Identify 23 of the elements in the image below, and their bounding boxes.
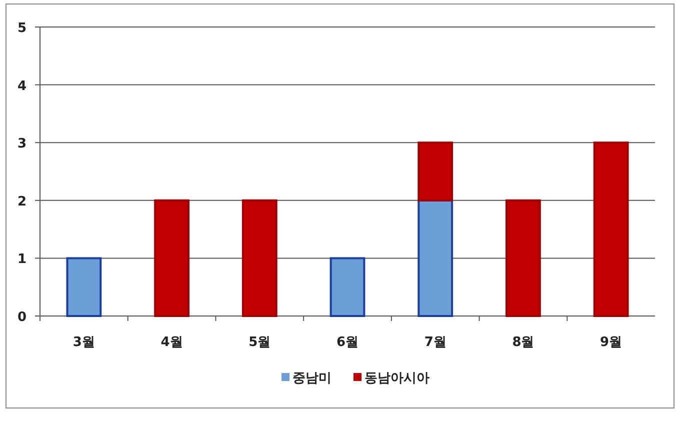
y-tick-label: 1 — [17, 252, 27, 268]
y-tick-label: 5 — [17, 21, 27, 36]
x-tick-label: 9월 — [600, 335, 622, 350]
bar — [154, 199, 190, 317]
x-tick-label: 7월 — [424, 335, 446, 350]
bar — [506, 199, 541, 317]
bar — [418, 199, 454, 317]
x-tick-label: 5월 — [248, 335, 271, 350]
x-tick-label: 8월 — [512, 335, 534, 350]
x-tick-label: 3월 — [72, 335, 95, 350]
bar — [593, 142, 629, 317]
bar — [330, 257, 366, 317]
y-tick-label: 0 — [17, 310, 27, 325]
x-tick-label: 4월 — [160, 335, 183, 350]
legend-label: 동남아시아 — [364, 371, 430, 386]
y-tick-label: 4 — [17, 78, 27, 94]
x-tick-label: 6월 — [336, 335, 359, 350]
y-tick-label: 2 — [17, 194, 27, 210]
bar — [242, 199, 278, 317]
bar — [66, 257, 102, 317]
legend-label: 중남미 — [292, 371, 332, 386]
y-tick-label: 3 — [17, 136, 27, 152]
bar — [418, 142, 454, 202]
